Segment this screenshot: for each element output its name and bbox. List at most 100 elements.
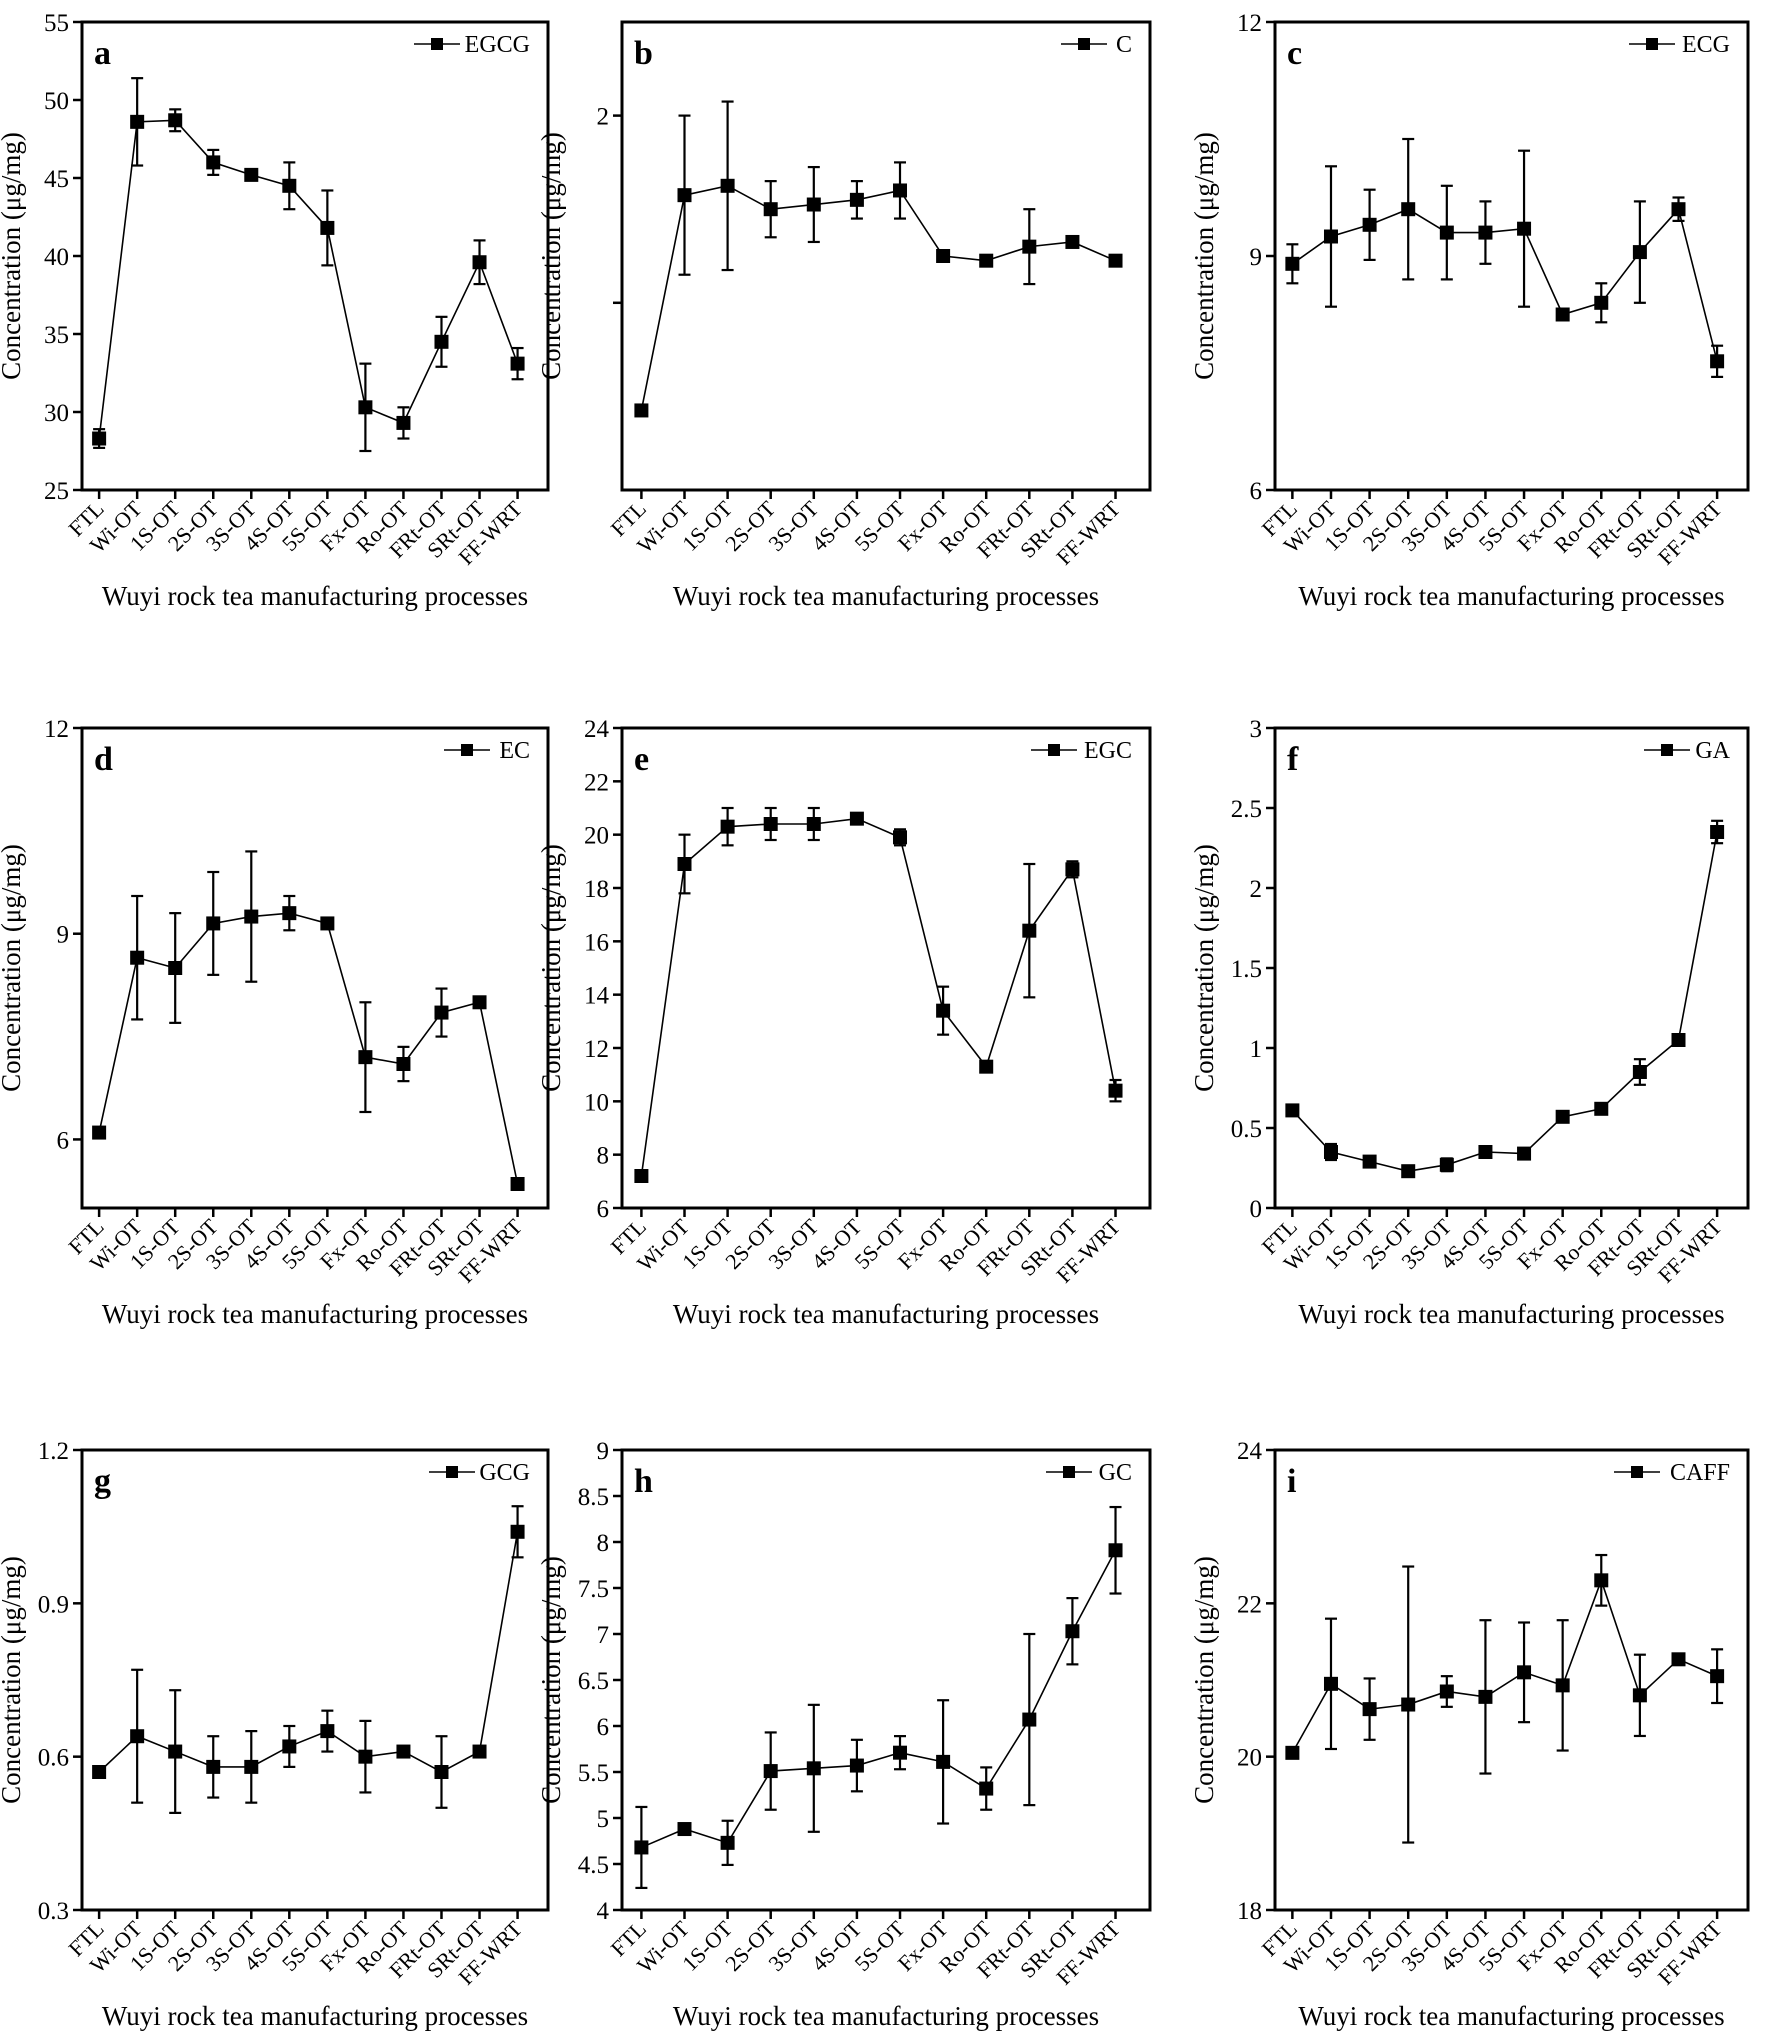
y-tick-label: 5.5 (578, 1760, 609, 1787)
y-tick-label: 0.3 (38, 1898, 69, 1925)
y-tick-label: 45 (44, 166, 69, 193)
y-tick-label: 4.5 (578, 1852, 609, 1879)
data-point (1108, 253, 1123, 268)
series-line (98, 1531, 519, 1773)
data-point (634, 1169, 649, 1183)
data-point (396, 415, 411, 430)
y-tick-label: 12 (1237, 10, 1262, 37)
data-point (849, 192, 864, 207)
data-point (510, 1177, 525, 1191)
legend-label: GCG (479, 1460, 530, 1486)
y-tick-label: 1 (1250, 1036, 1263, 1063)
series-line (98, 119, 519, 439)
data-point (1555, 1109, 1570, 1124)
y-axis-title: Concentration (μg/mg) (1189, 132, 1219, 380)
y-tick-label: 20 (584, 823, 609, 850)
data-point (434, 1765, 449, 1779)
data-point (244, 909, 259, 924)
data-point (92, 431, 107, 446)
data-point (206, 916, 221, 931)
x-axis-title: Wuyi rock tea manufacturing processes (673, 1299, 1099, 1329)
data-point (244, 167, 259, 182)
data-point (1478, 1145, 1493, 1159)
data-point (1401, 202, 1416, 217)
data-point (320, 916, 335, 931)
legend-label: CAFF (1670, 1460, 1730, 1486)
chart-panel-h: 44.555.566.577.588.59FTLWi-OT1S-OT2S-OT3… (536, 1438, 1152, 2031)
data-point (1065, 1624, 1080, 1639)
x-axis-title: Wuyi rock tea manufacturing processes (673, 2001, 1099, 2031)
chart-panel-g: 0.30.60.91.2FTLWi-OT1S-OT2S-OT3S-OT4S-OT… (0, 1438, 550, 2031)
data-point (434, 334, 449, 349)
data-point (720, 819, 735, 834)
data-point (1671, 1652, 1686, 1667)
legend-label: GC (1099, 1460, 1132, 1486)
series-line (98, 912, 519, 1185)
data-point (1594, 1101, 1609, 1116)
data-point (1022, 239, 1037, 254)
data-point (1323, 1145, 1338, 1159)
plot-frame (620, 726, 1152, 1210)
y-tick-label: 9 (597, 1438, 610, 1465)
data-point (130, 114, 145, 129)
data-point (849, 811, 864, 826)
data-point (1323, 229, 1338, 244)
panel-label: c (1287, 35, 1302, 72)
data-point (720, 178, 735, 193)
y-tick-label: 2 (597, 104, 610, 131)
y-axis-title: Concentration (μg/mg) (536, 844, 566, 1092)
data-point (1401, 1697, 1416, 1712)
legend-label: C (1116, 32, 1132, 58)
x-axis-title: Wuyi rock tea manufacturing processes (102, 2001, 528, 2031)
data-point (168, 113, 183, 128)
data-point (634, 1840, 649, 1855)
data-point (282, 178, 297, 193)
data-point (396, 1744, 411, 1759)
data-point (1065, 234, 1080, 249)
y-tick-label: 50 (44, 88, 69, 115)
data-point (1362, 1702, 1377, 1717)
data-point (1632, 1688, 1647, 1703)
y-tick-label: 7.5 (578, 1576, 609, 1603)
plot-frame (1273, 726, 1750, 1210)
data-point (1478, 225, 1493, 240)
data-point (979, 253, 994, 268)
data-point (1401, 1164, 1416, 1179)
legend-marker (1063, 1466, 1075, 1478)
y-tick-label: 14 (584, 983, 610, 1010)
data-point (677, 857, 692, 871)
data-point (893, 183, 908, 198)
x-axis-title: Wuyi rock tea manufacturing processes (1298, 2001, 1724, 2031)
series-line (640, 817, 1117, 1177)
chart-panel-d: 6912FTLWi-OT1S-OT2S-OT3S-OT4S-OT5S-OTFx-… (0, 716, 550, 1329)
y-tick-label: 16 (584, 929, 609, 956)
legend-marker (1048, 744, 1060, 756)
y-tick-label: 25 (44, 478, 69, 505)
legend-marker (446, 1466, 458, 1478)
y-tick-label: 8.5 (578, 1484, 609, 1511)
data-point (1710, 825, 1725, 839)
x-axis-title: Wuyi rock tea manufacturing processes (1298, 1299, 1724, 1329)
y-axis-title: Concentration (μg/mg) (0, 132, 26, 380)
y-tick-label: 0.6 (38, 1745, 69, 1772)
data-point (168, 961, 183, 975)
y-axis-title: Concentration (μg/mg) (0, 844, 26, 1092)
data-point (92, 1765, 107, 1779)
data-point (282, 906, 297, 921)
plot-frame (1273, 20, 1750, 492)
data-point (130, 950, 145, 965)
panel-label: e (634, 741, 649, 778)
y-tick-label: 9 (1250, 244, 1263, 271)
y-tick-label: 8 (597, 1143, 610, 1170)
y-tick-label: 22 (584, 769, 609, 796)
panel-label: g (94, 1463, 111, 1500)
data-point (1285, 256, 1300, 271)
data-point (763, 1764, 778, 1779)
data-point (936, 249, 951, 263)
chart-panel-f: 00.511.522.53FTLWi-OT1S-OT2S-OT3S-OT4S-O… (1189, 716, 1750, 1329)
data-point (1108, 1083, 1123, 1098)
data-point (472, 1744, 487, 1759)
data-point (1478, 1689, 1493, 1704)
legend-marker (1661, 744, 1673, 756)
